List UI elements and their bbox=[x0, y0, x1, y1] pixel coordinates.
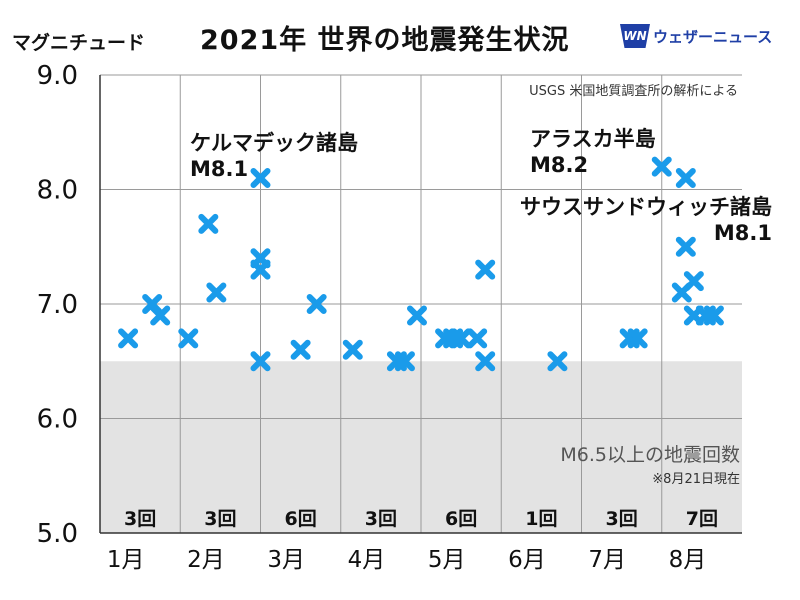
monthly-count-label: 3回 bbox=[124, 508, 157, 530]
data-point bbox=[306, 294, 327, 314]
data-point bbox=[206, 282, 227, 303]
shaded-region-note: ※8月21日現在 bbox=[652, 472, 740, 487]
x-tick-label: 8月 bbox=[669, 547, 707, 573]
data-point bbox=[651, 156, 672, 177]
x-tick-label: 6月 bbox=[508, 547, 546, 573]
annotation-kermadec-mag: M8.1 bbox=[190, 157, 249, 181]
data-point bbox=[475, 259, 496, 280]
data-point bbox=[475, 351, 496, 372]
monthly-count-label: 6回 bbox=[445, 508, 478, 530]
y-axis-label: マグニチュード bbox=[12, 32, 146, 54]
data-point bbox=[250, 168, 271, 189]
monthly-count-label: 6回 bbox=[284, 508, 317, 530]
data-point bbox=[451, 328, 472, 349]
y-tick-label: 5.0 bbox=[37, 519, 78, 549]
y-tick-label: 8.0 bbox=[37, 176, 78, 206]
data-point bbox=[671, 282, 692, 303]
annotation-kermadec: ケルマデック諸島 M8.1 bbox=[190, 130, 358, 182]
annotation-south-sandwich-name: サウスサンドウィッチ諸島 bbox=[520, 195, 772, 219]
x-tick-label: 7月 bbox=[588, 547, 626, 573]
data-point bbox=[198, 213, 219, 234]
y-tick-label: 9.0 bbox=[37, 61, 78, 91]
annotation-kermadec-name: ケルマデック諸島 bbox=[190, 131, 358, 155]
y-tick-label: 6.0 bbox=[37, 405, 78, 435]
data-point bbox=[675, 168, 696, 189]
data-point bbox=[342, 339, 363, 360]
data-point bbox=[150, 305, 171, 326]
data-point bbox=[467, 328, 488, 349]
x-tick-label: 4月 bbox=[348, 547, 386, 573]
x-tick-label: 2月 bbox=[187, 547, 225, 573]
data-point bbox=[250, 351, 271, 372]
shaded-region-label: M6.5以上の地震回数 bbox=[560, 444, 740, 466]
annotation-alaska: アラスカ半島 M8.2 bbox=[530, 126, 656, 178]
chart-title: 2021年 世界の地震発生状況 bbox=[200, 25, 570, 56]
x-tick-label: 5月 bbox=[428, 547, 466, 573]
data-point bbox=[547, 351, 568, 372]
data-point bbox=[290, 339, 311, 360]
data-point bbox=[703, 305, 724, 326]
monthly-count-label: 3回 bbox=[605, 508, 638, 530]
brand-logo: WN ウェザーニュース bbox=[620, 24, 772, 48]
source-note: USGS 米国地質調査所の解析による bbox=[529, 84, 738, 99]
annotation-alaska-mag: M8.2 bbox=[530, 153, 589, 177]
data-point bbox=[406, 305, 427, 326]
x-tick-label: 1月 bbox=[107, 547, 145, 573]
annotation-south-sandwich-mag: M8.1 bbox=[713, 221, 772, 245]
data-point bbox=[178, 328, 199, 349]
monthly-count-label: 1回 bbox=[525, 508, 558, 530]
data-point bbox=[394, 351, 415, 372]
y-tick-label: 7.0 bbox=[37, 290, 78, 320]
monthly-count-label: 3回 bbox=[364, 508, 397, 530]
data-point bbox=[118, 328, 139, 349]
monthly-count-label: 7回 bbox=[685, 508, 718, 530]
monthly-count-label: 3回 bbox=[204, 508, 237, 530]
annotation-alaska-name: アラスカ半島 bbox=[530, 127, 656, 151]
brand-name: ウェザーニュース bbox=[653, 27, 773, 46]
data-point bbox=[250, 259, 271, 280]
annotation-south-sandwich: サウスサンドウィッチ諸島 M8.1 bbox=[520, 194, 772, 246]
weathernews-logo-icon: WN bbox=[620, 24, 650, 48]
x-tick-label: 3月 bbox=[267, 547, 305, 573]
data-point bbox=[675, 236, 696, 257]
data-point bbox=[627, 328, 648, 349]
